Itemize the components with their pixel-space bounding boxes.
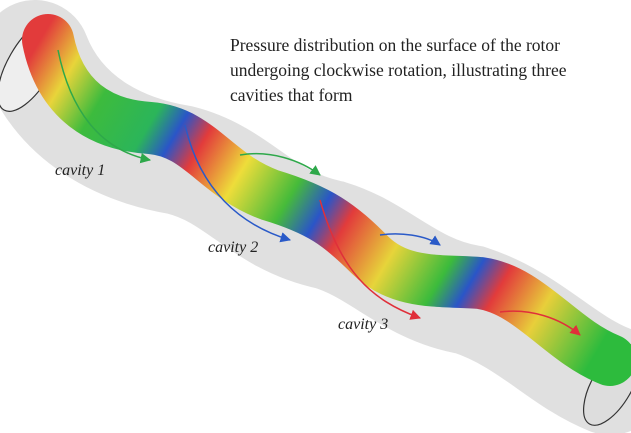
figure: Pressure distribution on the surface of … bbox=[0, 0, 631, 433]
caption: undergoing clockwise rotation, illustrat… bbox=[230, 60, 567, 80]
cavity-label: cavity 1 bbox=[55, 162, 105, 179]
cavity-label: cavity 2 bbox=[208, 239, 258, 256]
cavity-label: cavity 3 bbox=[338, 316, 388, 333]
caption: Pressure distribution on the surface of … bbox=[230, 35, 560, 55]
caption: cavities that form bbox=[230, 85, 353, 105]
page: {"caption_lines": ["Pressure distributio… bbox=[0, 0, 631, 433]
